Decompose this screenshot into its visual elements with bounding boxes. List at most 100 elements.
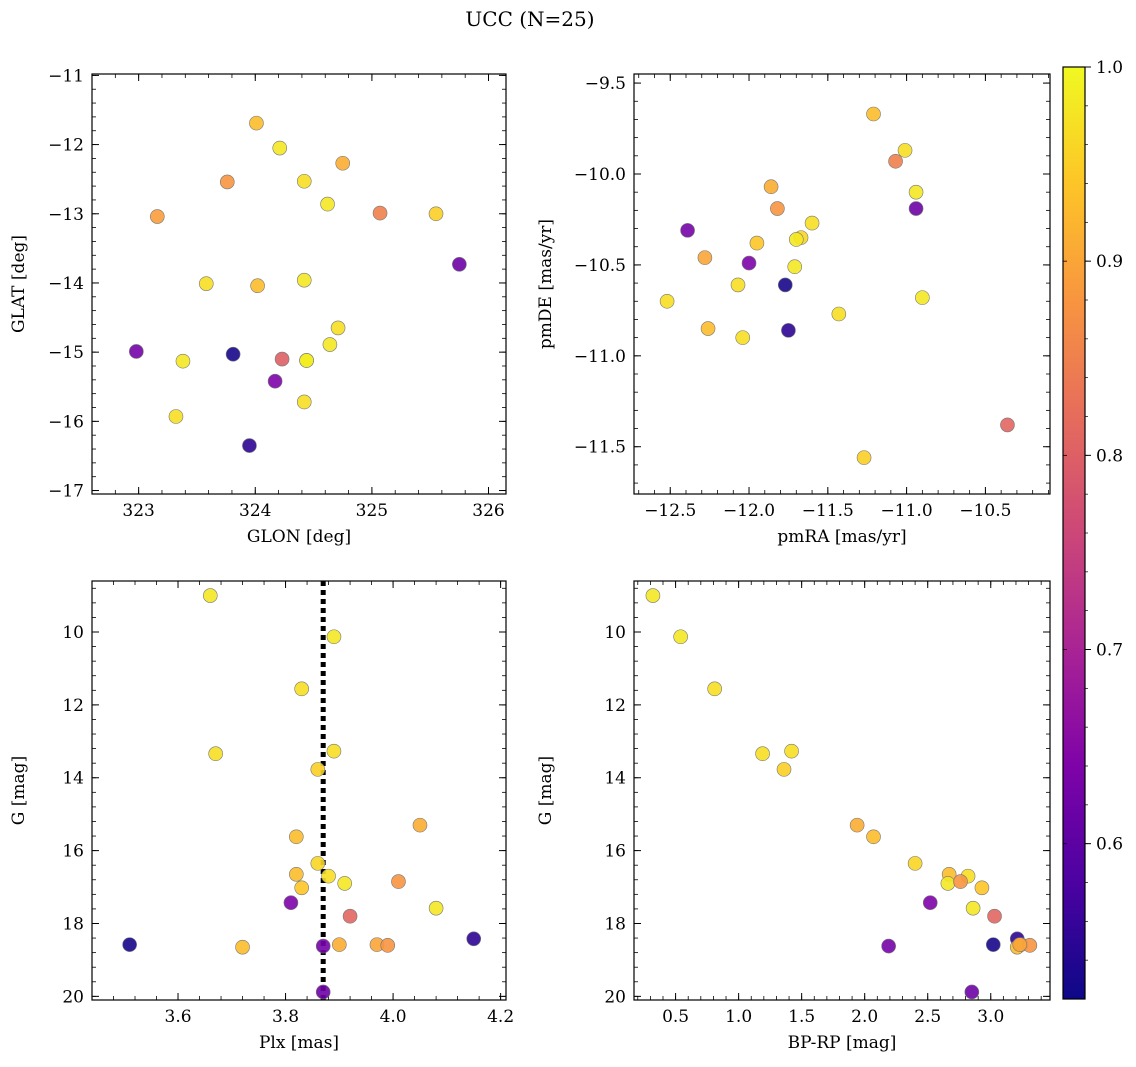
data-point (332, 937, 347, 952)
data-point (907, 856, 923, 871)
data-point (380, 938, 396, 953)
data-point (310, 762, 326, 777)
data-point (922, 895, 938, 911)
colorbar-tick-label: 0.7 (1096, 641, 1123, 661)
data-point (940, 876, 956, 891)
data-point (412, 817, 428, 833)
y-tick-label: 16 (62, 842, 84, 862)
y-tick-label: −15 (48, 343, 84, 363)
x-tick-label: 325 (356, 501, 388, 521)
data-point (391, 874, 406, 889)
data-point (789, 232, 804, 247)
plot-frame (633, 580, 1051, 1001)
data-point (680, 223, 695, 238)
data-point (856, 450, 872, 465)
x-axis-label: GLON [deg] (247, 527, 351, 547)
data-point (707, 681, 722, 697)
data-point (985, 937, 1001, 952)
x-tick-label: 3.8 (272, 1007, 299, 1027)
y-axis-label: pmDE [mas/yr] (536, 219, 556, 349)
x-tick-label: −10.5 (959, 501, 1011, 521)
data-point (804, 215, 820, 231)
data-point (274, 351, 290, 367)
y-tick-label: 20 (604, 987, 626, 1007)
y-tick-label: −17 (48, 482, 84, 502)
x-axis-label: Plx [mas] (259, 1033, 339, 1053)
y-axis-label: GLAT [deg] (9, 235, 29, 333)
data-point (777, 277, 793, 293)
colorbar-tick-label: 1.0 (1096, 58, 1123, 78)
data-point (326, 629, 342, 645)
y-tick-label: −13 (48, 205, 84, 225)
y-tick-label: −14 (48, 274, 84, 294)
x-tick-label: 2.0 (851, 1007, 878, 1027)
data-point (122, 937, 137, 952)
plot-frame (91, 580, 507, 1001)
data-point (294, 880, 309, 896)
data-point (673, 629, 688, 645)
data-point (337, 876, 353, 891)
data-point (208, 746, 223, 762)
data-point (296, 272, 312, 288)
data-point (953, 874, 968, 889)
x-tick-label: −12.0 (723, 501, 775, 521)
data-point (1012, 937, 1028, 952)
data-point (659, 293, 675, 309)
data-point (202, 588, 218, 603)
panel-top-left: 323 324 325 326 −17 −16 −15 −14 −13 −12 −11 GLON [d… (9, 66, 507, 547)
data-point (428, 900, 444, 916)
data-point (915, 290, 930, 305)
x-tick-label: 1.5 (788, 1007, 815, 1027)
x-tick-label: −12.5 (644, 501, 696, 521)
y-tick-label: −11.0 (574, 347, 626, 367)
data-point (249, 115, 264, 131)
y-tick-label: −10.5 (574, 256, 626, 276)
data-point (888, 153, 903, 169)
y-tick-label: 10 (604, 623, 626, 643)
colorbar: 0.6 0.7 0.8 0.9 1.0 (1062, 58, 1123, 1000)
data-point (235, 939, 250, 955)
data-point (881, 938, 896, 954)
y-axis-label: G [mag] (536, 756, 556, 825)
colorbar-gradient (1062, 66, 1086, 1000)
data-point (296, 394, 312, 410)
x-axis-label: BP-RP [mag] (788, 1033, 897, 1053)
data-point (335, 155, 351, 171)
data-point (965, 900, 981, 916)
data-point (776, 762, 792, 777)
x-tick-label: −11.5 (802, 501, 854, 521)
data-point (428, 206, 444, 222)
x-tick-label: 3.0 (977, 1007, 1004, 1027)
y-tick-label: 20 (62, 987, 84, 1007)
data-point (787, 259, 803, 275)
panel-bottom-right: 0.5 1.0 1.5 2.0 2.5 3.0 10 12 14 16 18 20 BP-RP [mag… (536, 580, 1051, 1053)
data-point (315, 984, 331, 1000)
data-point (321, 868, 336, 884)
data-point (866, 106, 881, 122)
y-tick-label: −10.0 (574, 165, 626, 185)
data-point (372, 205, 388, 221)
plot-frame (91, 73, 507, 495)
data-point (964, 984, 980, 1000)
data-point (452, 256, 467, 272)
x-tick-label: 4.0 (380, 1007, 407, 1027)
y-tick-label: 16 (604, 842, 626, 862)
data-point (219, 174, 235, 190)
data-point (749, 235, 765, 251)
data-point (322, 337, 338, 352)
figure-title: UCC (N=25) (465, 7, 594, 31)
data-point (283, 895, 299, 911)
data-point (326, 743, 342, 759)
data-point (466, 931, 482, 947)
data-point (342, 908, 358, 924)
x-tick-label: 1.0 (725, 1007, 752, 1027)
data-point (730, 277, 746, 293)
data-point (763, 179, 779, 195)
x-tick-label: −11.0 (881, 501, 933, 521)
data-point (908, 184, 924, 200)
y-tick-label: 18 (62, 914, 84, 934)
data-point (296, 173, 312, 189)
y-tick-label: −11.5 (574, 438, 626, 458)
colorbar-tick-label: 0.9 (1096, 252, 1123, 272)
data-point (315, 938, 331, 954)
